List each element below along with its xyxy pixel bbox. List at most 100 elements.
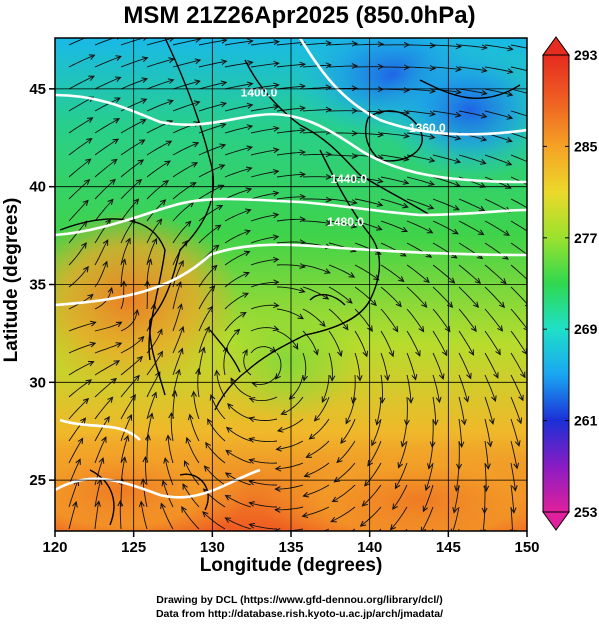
streamline-arrow — [407, 397, 414, 404]
streamline — [328, 286, 353, 304]
streamline — [405, 528, 408, 531]
streamline-arrow — [246, 145, 253, 152]
streamline-arrow — [245, 166, 253, 173]
streamline-arrow — [157, 328, 163, 335]
streamline — [510, 330, 527, 355]
streamline — [302, 109, 332, 112]
streamline — [172, 201, 194, 222]
streamline-arrow — [161, 479, 168, 487]
streamline — [302, 153, 332, 156]
streamline — [406, 352, 417, 380]
contour-label: 1400.0 — [241, 86, 278, 100]
streamline — [250, 214, 279, 222]
streamline-arrow — [356, 375, 363, 382]
streamline-arrow — [138, 139, 146, 145]
streamline-arrow — [138, 500, 145, 508]
streamline — [172, 281, 182, 310]
streamline — [380, 352, 389, 381]
streamline — [94, 219, 111, 244]
streamline-arrow — [421, 301, 428, 308]
streamline-arrow — [202, 511, 209, 518]
streamline — [94, 501, 100, 530]
streamline-arrow — [325, 219, 333, 226]
streamline-arrow — [274, 465, 282, 472]
streamline — [68, 342, 96, 354]
streamline-arrow — [518, 394, 524, 402]
streamline-arrow — [214, 369, 221, 376]
streamline — [458, 330, 474, 356]
streamline-arrow — [163, 457, 169, 464]
streamline — [94, 261, 108, 288]
streamline — [484, 44, 513, 50]
streamline — [276, 330, 299, 350]
streamline — [94, 360, 120, 376]
streamline-arrow — [81, 242, 87, 249]
streamline-arrow — [247, 38, 254, 45]
x-tick-label: 120 — [42, 539, 67, 556]
streamline — [68, 138, 92, 156]
streamline-arrow — [330, 516, 337, 523]
streamline — [68, 242, 87, 266]
streamline — [198, 326, 210, 354]
streamline-arrow — [171, 389, 178, 397]
streamline-arrow — [142, 455, 149, 463]
streamline-arrow — [398, 276, 405, 283]
streamline — [250, 327, 279, 332]
streamline — [172, 369, 180, 398]
streamline — [94, 138, 119, 156]
streamline — [455, 462, 460, 491]
streamline — [380, 308, 398, 332]
wind-streamlines — [68, 38, 527, 531]
streamline — [170, 413, 174, 442]
streamline-arrow — [367, 325, 373, 332]
streamline — [250, 41, 279, 46]
streamline-arrow — [395, 300, 402, 308]
streamline-arrow — [299, 216, 307, 223]
streamline-arrow — [101, 436, 107, 443]
streamline-arrow — [299, 127, 306, 134]
streamline-arrow — [331, 496, 339, 503]
streamline — [484, 418, 492, 447]
streamline-arrow — [165, 434, 172, 441]
streamline-arrow — [243, 250, 251, 257]
streamline — [226, 427, 252, 442]
streamline — [398, 440, 408, 468]
streamline-arrow — [486, 440, 493, 448]
streamline-arrow — [299, 105, 306, 112]
streamline — [484, 352, 499, 378]
streamline — [198, 285, 215, 310]
streamline — [184, 460, 200, 486]
streamline — [250, 62, 279, 68]
streamline — [198, 224, 221, 244]
streamline-arrow — [429, 42, 437, 49]
streamline-arrow — [384, 374, 390, 382]
streamline — [484, 396, 494, 424]
streamline-arrow — [429, 133, 436, 140]
streamline-arrow — [389, 524, 396, 531]
streamline — [225, 450, 252, 464]
streamline — [484, 242, 509, 260]
streamline — [406, 132, 435, 139]
streamline — [250, 149, 279, 156]
streamline-arrow — [477, 229, 485, 236]
streamline — [306, 440, 330, 458]
streamline — [224, 104, 253, 112]
streamline — [432, 154, 461, 163]
streamline-arrow — [233, 328, 241, 335]
x-tick-label: 125 — [121, 539, 146, 556]
streamline — [390, 506, 408, 530]
streamline — [303, 484, 330, 497]
streamline — [249, 438, 278, 443]
streamline-arrow — [114, 76, 122, 82]
streamline — [380, 242, 407, 257]
streamline-arrow — [351, 85, 359, 92]
streamline-arrow — [441, 349, 448, 357]
streamline-arrow — [503, 230, 511, 236]
streamline — [172, 260, 184, 288]
streamline — [328, 154, 358, 157]
streamline — [432, 176, 460, 187]
streamline-arrow — [175, 368, 181, 376]
streamline — [146, 392, 157, 420]
streamline-arrow — [351, 40, 359, 47]
streamline — [120, 119, 146, 134]
